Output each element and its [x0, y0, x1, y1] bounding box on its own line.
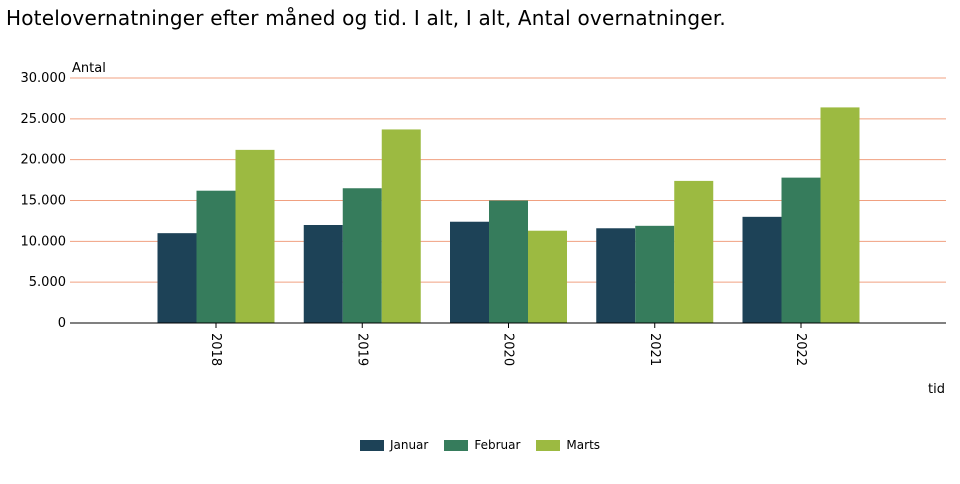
bars	[157, 107, 860, 324]
legend-swatch	[536, 439, 561, 451]
y-tick-label: 0	[58, 316, 66, 331]
bar-januar-2021	[596, 228, 636, 323]
x-axis-label: tid	[928, 382, 945, 397]
y-axis-label: Antal	[72, 61, 106, 76]
legend-label: Marts	[566, 438, 601, 452]
bar-februar-2018	[196, 190, 236, 323]
legend-label: Februar	[474, 438, 521, 452]
bar-januar-2022	[742, 216, 782, 323]
x-axis-ticks: 2018 2019 2020 2021 2022	[208, 323, 808, 366]
bar-februar-2022	[781, 177, 821, 323]
chart-title: Hotelovernatninger efter måned og tid. I…	[6, 6, 726, 30]
legend: Januar Februar Marts	[0, 438, 960, 452]
bar-januar-2019	[303, 225, 343, 323]
bar-marts-2018	[235, 149, 275, 323]
legend-swatch	[359, 439, 384, 451]
bar-februar-2020	[489, 200, 528, 323]
bar-februar-2021	[635, 225, 675, 323]
y-tick-label: 25.000	[21, 112, 67, 127]
x-tick-label: 2021	[647, 333, 662, 366]
bar-februar-2019	[342, 188, 382, 323]
legend-swatch	[444, 439, 469, 451]
bar-marts-2020	[528, 230, 567, 323]
bar-marts-2019	[381, 129, 421, 323]
y-axis-ticks: 0 5.000 10.000 15.000 20.000 25.000 30.000	[21, 71, 67, 331]
x-tick-label: 2018	[208, 333, 223, 366]
legend-item-januar[interactable]: Januar	[359, 438, 429, 452]
y-tick-label: 10.000	[21, 234, 67, 249]
y-tick-label: 15.000	[21, 194, 67, 209]
bar-marts-2022	[820, 107, 860, 324]
legend-item-februar[interactable]: Februar	[444, 438, 520, 452]
x-tick-label: 2020	[501, 333, 516, 366]
x-tick-label: 2022	[793, 333, 808, 366]
y-tick-label: 30.000	[21, 71, 67, 86]
legend-item-marts[interactable]: Marts	[536, 438, 600, 452]
legend-label: Januar	[389, 438, 429, 452]
bar-marts-2021	[674, 180, 714, 323]
bar-januar-2020	[450, 221, 489, 323]
y-tick-label: 20.000	[21, 153, 67, 168]
bar-januar-2018	[157, 233, 197, 323]
x-tick-label: 2019	[354, 333, 369, 366]
y-tick-label: 5.000	[29, 275, 66, 290]
